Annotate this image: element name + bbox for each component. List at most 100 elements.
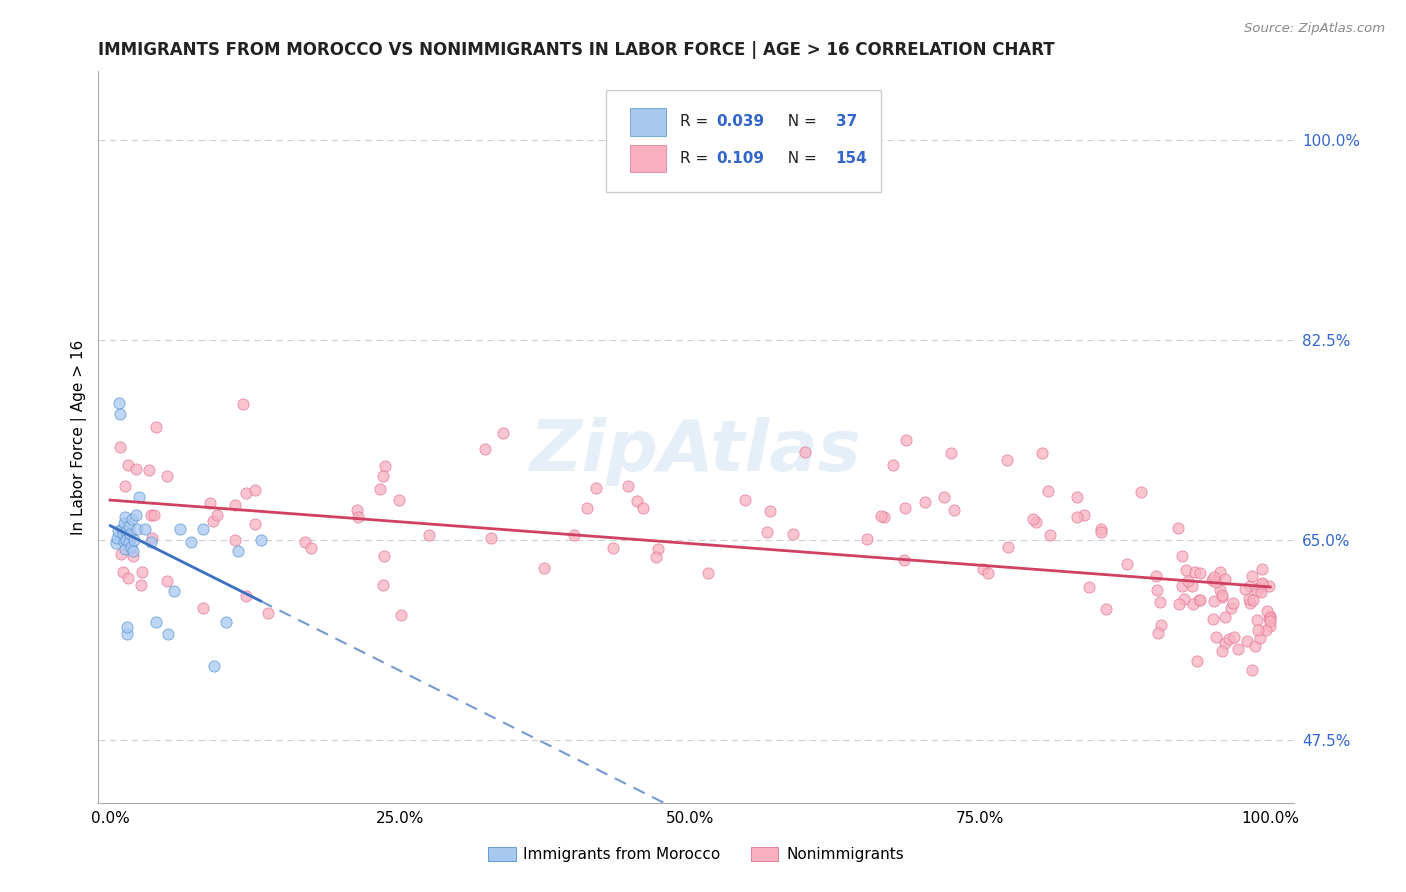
Point (1250, 575, 1272, 590)
Point (1189, 593, 1212, 607)
Point (1204, 594, 1226, 608)
Point (1078, 580, 1101, 594)
Point (1073, 508, 1095, 522)
Point (1246, 583, 1268, 598)
Point (124, 508, 146, 522)
Point (250, 533, 273, 547)
Point (1171, 549, 1194, 564)
Point (1147, 625, 1170, 640)
Point (141, 508, 163, 523)
Point (631, 501, 654, 516)
Point (193, 601, 215, 615)
Point (122, 544, 145, 558)
Point (1144, 569, 1167, 583)
Point (156, 468, 179, 483)
Text: 0.109: 0.109 (716, 151, 765, 166)
Point (1090, 522, 1112, 536)
Point (346, 510, 368, 524)
Point (1257, 579, 1279, 593)
Point (1170, 579, 1192, 593)
Point (1215, 636, 1237, 650)
Point (169, 521, 191, 535)
Point (997, 540, 1019, 554)
Point (932, 491, 955, 505)
Point (134, 521, 156, 535)
Point (232, 397, 254, 411)
Point (1208, 583, 1230, 598)
Point (882, 458, 904, 472)
Point (896, 434, 918, 448)
Point (346, 503, 368, 517)
Point (1146, 583, 1168, 598)
Text: 37: 37 (835, 114, 858, 129)
Point (1239, 596, 1261, 610)
Point (1258, 614, 1281, 628)
Point (114, 542, 136, 557)
Point (1188, 566, 1211, 580)
Point (180, 535, 202, 549)
Point (243, 516, 266, 531)
Point (104, 536, 127, 550)
Text: N =: N = (779, 114, 823, 129)
Point (110, 547, 132, 561)
Point (492, 426, 515, 441)
Point (245, 483, 267, 498)
Point (371, 469, 394, 483)
Point (1036, 483, 1059, 498)
Point (122, 549, 145, 564)
Point (371, 578, 394, 592)
Point (759, 504, 782, 518)
Point (117, 519, 139, 533)
Point (215, 615, 238, 630)
Point (374, 458, 396, 473)
Point (1223, 630, 1246, 644)
Point (112, 566, 135, 580)
Point (575, 501, 598, 516)
Point (112, 516, 135, 530)
Point (734, 492, 756, 507)
Point (226, 544, 249, 558)
Point (1149, 595, 1171, 609)
Point (1181, 579, 1204, 593)
Point (145, 420, 167, 434)
Point (117, 530, 139, 544)
Point (117, 620, 139, 634)
Point (1241, 663, 1264, 677)
Point (1249, 580, 1271, 594)
Point (131, 578, 153, 592)
Point (474, 442, 496, 457)
Point (1095, 601, 1118, 615)
Point (1022, 512, 1045, 526)
Point (1251, 577, 1274, 591)
Text: N =: N = (779, 151, 823, 166)
Point (1211, 591, 1233, 605)
Point (139, 535, 162, 549)
Point (1177, 574, 1199, 588)
Point (142, 508, 165, 522)
Point (108, 440, 131, 454)
Point (370, 482, 392, 496)
Point (1150, 618, 1173, 632)
Point (131, 566, 153, 580)
Point (1173, 592, 1195, 607)
Point (1174, 563, 1197, 577)
Point (118, 527, 141, 541)
Point (647, 541, 669, 556)
FancyBboxPatch shape (630, 108, 666, 136)
Point (1213, 610, 1236, 624)
Point (1218, 632, 1240, 647)
Point (1222, 596, 1244, 610)
Point (110, 407, 132, 421)
Point (1031, 446, 1053, 460)
Point (1181, 597, 1204, 611)
Point (1025, 515, 1047, 529)
Point (1211, 644, 1233, 658)
Point (145, 615, 167, 630)
Point (1249, 632, 1271, 646)
FancyBboxPatch shape (606, 90, 882, 192)
Point (114, 479, 136, 493)
FancyBboxPatch shape (630, 145, 666, 172)
Legend: Immigrants from Morocco, Nonimmigrants: Immigrants from Morocco, Nonimmigrants (482, 841, 910, 868)
Point (124, 533, 146, 547)
Point (793, 445, 815, 459)
